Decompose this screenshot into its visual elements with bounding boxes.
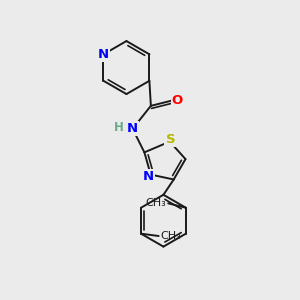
Text: S: S [166, 133, 175, 146]
Text: H: H [114, 121, 124, 134]
Text: CH₃: CH₃ [146, 198, 166, 208]
Text: N: N [143, 169, 154, 183]
Text: O: O [172, 94, 183, 107]
Text: CH₃: CH₃ [160, 231, 181, 241]
Text: N: N [127, 122, 138, 135]
Text: N: N [98, 48, 109, 61]
